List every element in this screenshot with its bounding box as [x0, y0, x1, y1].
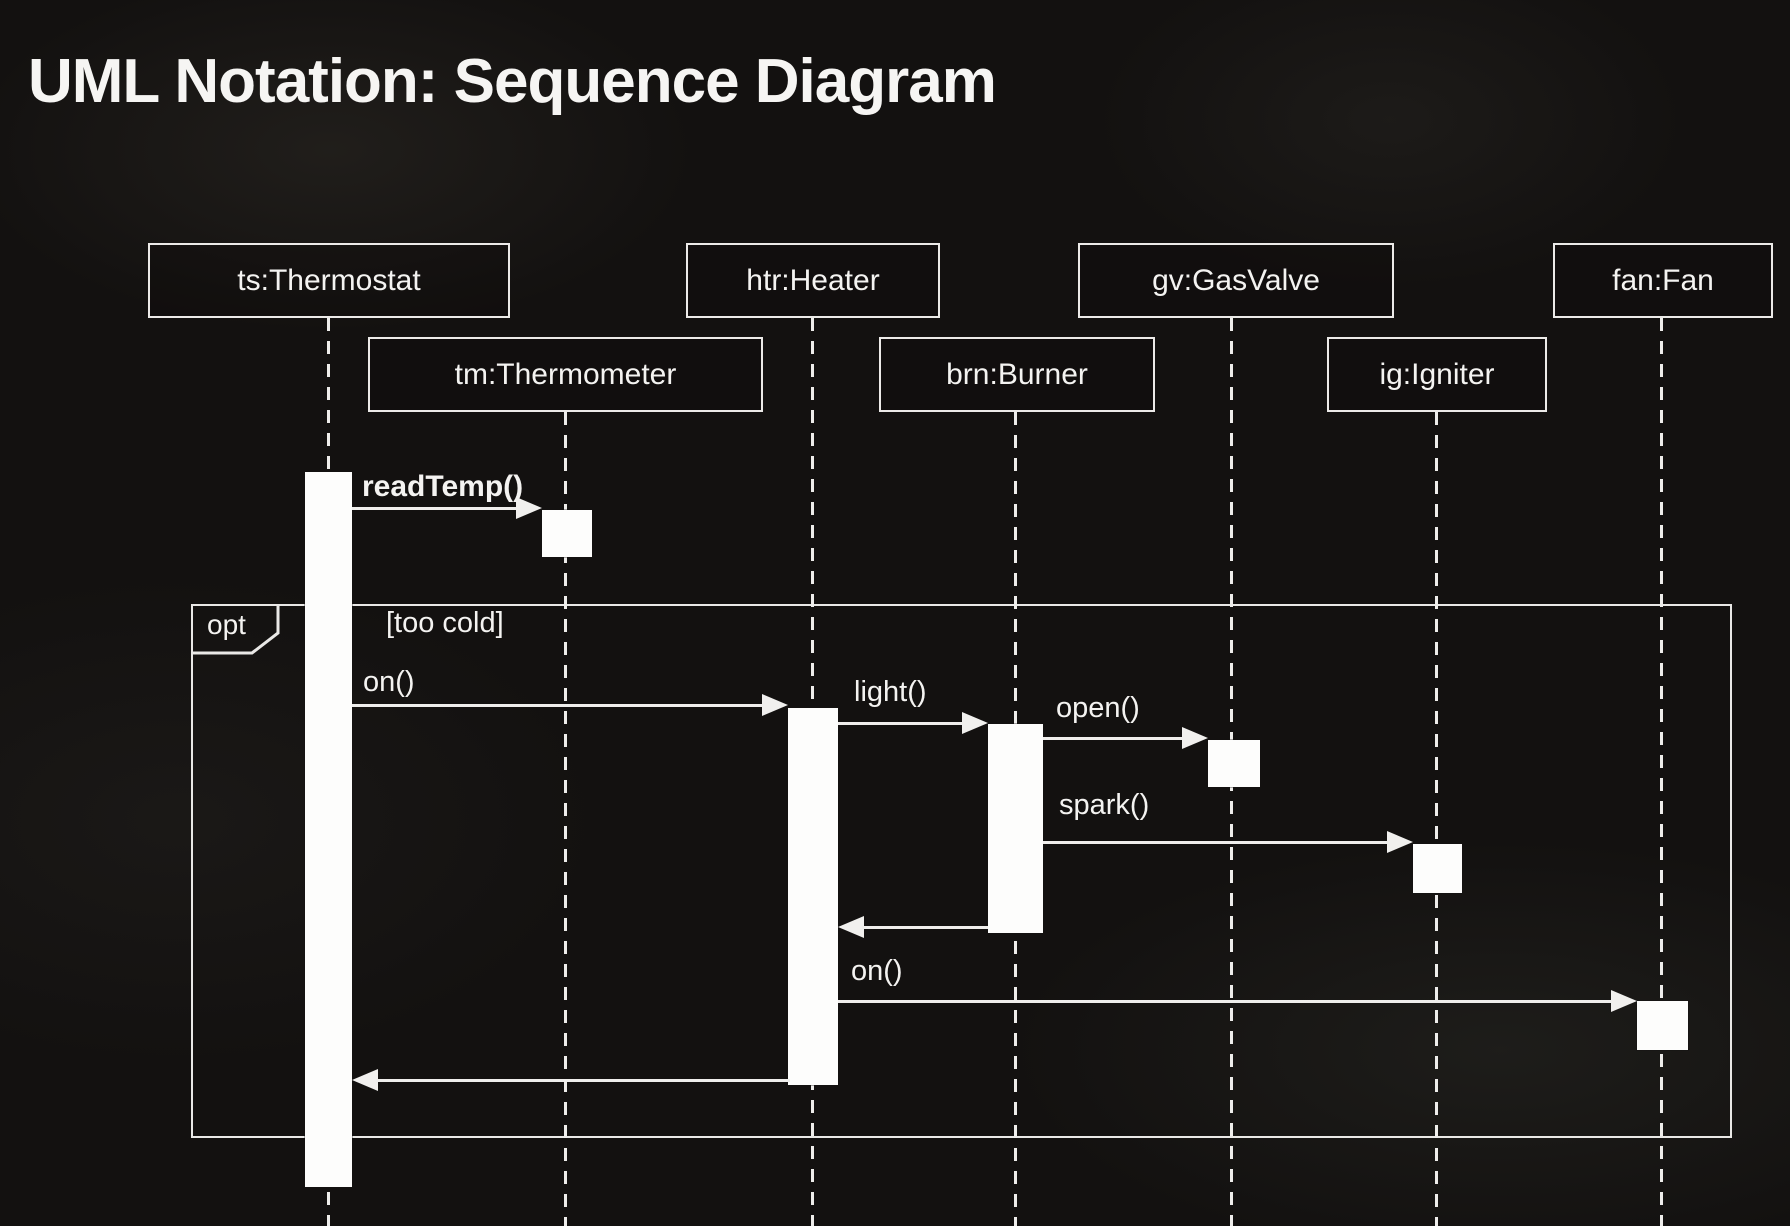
message-line-open: [1043, 737, 1184, 740]
message-label-on-fan: on(): [851, 955, 903, 987]
opt-operator-label: opt: [207, 609, 246, 640]
message-label-readtemp: readTemp(): [362, 470, 524, 503]
arrowhead-on-fan: [1611, 990, 1637, 1012]
message-line-spark: [1043, 841, 1389, 844]
return-line-burner-to-heater: [862, 926, 988, 929]
arrowhead-light: [962, 712, 988, 734]
lifeline-box-thermometer-label: tm:Thermometer: [454, 357, 677, 391]
lifeline-ig: [1435, 412, 1438, 1226]
guard-label: [too cold]: [386, 607, 504, 639]
lifeline-box-gasvalve: gv:GasValve: [1078, 243, 1394, 318]
page-title: UML Notation: Sequence Diagram: [28, 46, 997, 116]
lifeline-box-fan: fan:Fan: [1553, 243, 1773, 318]
return-arrowhead-burner-to-heater: [838, 916, 864, 938]
message-line-readtemp: [352, 507, 518, 510]
lifeline-box-burner: brn:Burner: [879, 337, 1155, 412]
lifeline-tm: [564, 412, 567, 1226]
lifeline-box-gasvalve-label: gv:GasValve: [1152, 263, 1320, 297]
arrowhead-spark: [1387, 831, 1413, 853]
lifeline-box-igniter-label: ig:Igniter: [1379, 357, 1495, 391]
message-line-on-fan: [838, 1000, 1613, 1003]
opt-tab-outline: [191, 605, 280, 655]
lifeline-box-heater: htr:Heater: [686, 243, 940, 318]
activation-tm: [542, 510, 592, 557]
message-line-on-heater: [352, 704, 764, 707]
message-label-light: light(): [854, 676, 927, 708]
message-label-open: open(): [1056, 692, 1140, 724]
lifeline-box-burner-label: brn:Burner: [946, 357, 1088, 391]
message-line-light: [838, 722, 964, 725]
activation-fan: [1637, 1001, 1688, 1050]
lifeline-box-thermostat: ts:Thermostat: [148, 243, 510, 318]
activation-htr: [788, 708, 838, 1085]
return-line-heater-to-thermostat: [376, 1079, 790, 1082]
lifeline-box-thermometer: tm:Thermometer: [368, 337, 763, 412]
lifeline-box-thermostat-label: ts:Thermostat: [237, 263, 421, 297]
lifeline-box-fan-label: fan:Fan: [1612, 263, 1714, 297]
lifeline-box-igniter: ig:Igniter: [1327, 337, 1547, 412]
lifeline-fan: [1660, 318, 1663, 1226]
return-arrowhead-heater-to-thermostat: [352, 1069, 378, 1091]
opt-operator-tab: opt: [191, 604, 281, 655]
activation-ts: [305, 472, 352, 1187]
lifeline-box-heater-label: htr:Heater: [746, 263, 880, 297]
arrowhead-on-heater: [762, 694, 788, 716]
arrowhead-readtemp: [516, 497, 542, 519]
activation-brn: [988, 724, 1043, 933]
arrowhead-open: [1182, 727, 1208, 749]
message-label-on-heater: on(): [363, 666, 415, 698]
activation-gv: [1208, 740, 1260, 787]
message-label-spark: spark(): [1059, 789, 1150, 821]
activation-ig: [1413, 844, 1462, 893]
opt-fragment-frame: [191, 604, 1732, 1138]
